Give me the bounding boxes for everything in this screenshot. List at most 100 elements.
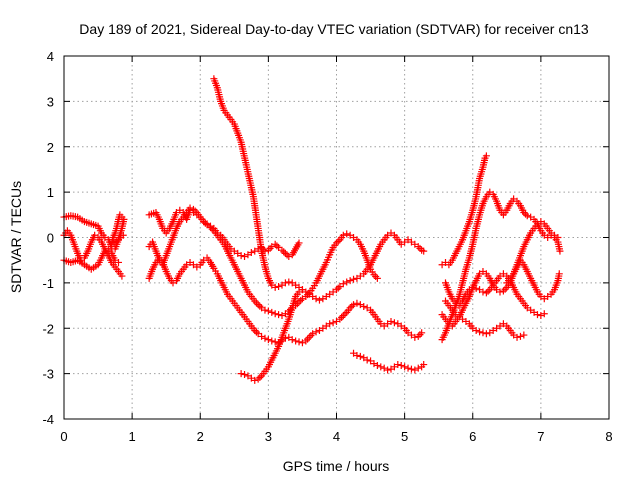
data-point xyxy=(496,288,504,296)
data-point xyxy=(537,312,545,320)
data-point xyxy=(312,295,320,303)
data-point xyxy=(556,247,564,255)
data-point xyxy=(338,313,346,321)
data-point xyxy=(346,304,354,312)
data-point xyxy=(201,219,209,227)
data-point xyxy=(380,364,388,372)
data-point xyxy=(118,272,126,280)
data-point xyxy=(339,312,347,320)
data-point xyxy=(304,335,312,343)
data-point xyxy=(479,329,487,337)
x-tick-label: 5 xyxy=(401,429,408,444)
data-point xyxy=(252,328,260,336)
data-point xyxy=(420,361,428,369)
y-tick-label: 0 xyxy=(47,231,54,246)
data-point xyxy=(469,283,477,291)
data-point xyxy=(251,376,259,384)
data-point xyxy=(353,299,361,307)
data-point xyxy=(315,296,323,304)
data-point xyxy=(254,375,262,383)
data-point xyxy=(407,365,415,373)
data-point xyxy=(273,242,281,250)
data-point xyxy=(472,327,480,335)
data-point xyxy=(350,301,358,309)
data-point xyxy=(397,361,405,369)
data-point xyxy=(360,302,368,310)
data-point xyxy=(237,370,245,378)
data-point xyxy=(241,371,249,379)
data-point xyxy=(482,289,490,297)
data-point xyxy=(390,319,398,327)
points-layer xyxy=(60,75,564,384)
data-point xyxy=(520,331,528,339)
data-point xyxy=(363,356,371,364)
data-point xyxy=(326,320,334,328)
data-point xyxy=(482,152,490,160)
data-point xyxy=(401,363,409,371)
data-point xyxy=(346,277,354,285)
data-point xyxy=(307,332,315,340)
data-point xyxy=(281,249,289,257)
x-tick-label: 3 xyxy=(265,429,272,444)
y-tick-label: -2 xyxy=(42,321,54,336)
data-series xyxy=(350,349,428,374)
data-point xyxy=(285,278,293,286)
data-series xyxy=(438,188,564,344)
x-tick-label: 7 xyxy=(537,429,544,444)
data-point xyxy=(540,310,548,318)
data-point xyxy=(394,361,402,369)
data-point xyxy=(420,247,428,255)
data-point xyxy=(482,330,490,338)
data-point xyxy=(356,301,364,309)
data-point xyxy=(292,337,300,345)
data-point xyxy=(186,204,194,212)
data-point xyxy=(499,287,507,295)
data-point xyxy=(414,364,422,372)
data-point xyxy=(298,339,306,347)
data-point xyxy=(295,298,303,306)
data-point xyxy=(295,239,303,247)
data-point xyxy=(356,352,364,360)
x-tick-label: 4 xyxy=(333,429,340,444)
data-point xyxy=(275,311,283,319)
data-point xyxy=(350,275,358,283)
data-point xyxy=(414,332,422,340)
data-point xyxy=(256,302,264,310)
data-point xyxy=(348,302,356,310)
data-series xyxy=(210,75,428,304)
data-point xyxy=(312,328,320,336)
data-point xyxy=(384,366,392,374)
data-point xyxy=(256,373,264,381)
data-point xyxy=(295,338,303,346)
data-series xyxy=(442,297,528,341)
x-tick-label: 6 xyxy=(469,429,476,444)
data-point xyxy=(297,296,305,304)
data-series xyxy=(145,254,426,347)
data-series xyxy=(442,270,548,320)
data-point xyxy=(309,330,317,338)
data-point xyxy=(411,366,419,374)
data-point xyxy=(484,287,492,295)
data-point xyxy=(254,301,262,309)
data-point xyxy=(285,253,293,261)
data-point xyxy=(341,310,349,318)
data-point xyxy=(305,333,313,341)
data-point xyxy=(516,332,524,340)
data-series xyxy=(237,286,306,384)
data-point xyxy=(339,231,347,239)
data-point xyxy=(264,336,272,344)
data-series xyxy=(438,218,562,330)
data-point xyxy=(555,270,563,278)
data-point xyxy=(333,286,340,294)
data-point xyxy=(373,274,381,282)
data-point xyxy=(333,239,340,247)
data-point xyxy=(513,333,521,341)
data-point xyxy=(377,363,385,371)
data-point xyxy=(264,246,272,254)
data-point xyxy=(302,337,310,345)
data-point xyxy=(252,299,260,307)
data-point xyxy=(237,252,245,260)
data-point xyxy=(200,218,208,226)
data-point xyxy=(373,361,381,369)
